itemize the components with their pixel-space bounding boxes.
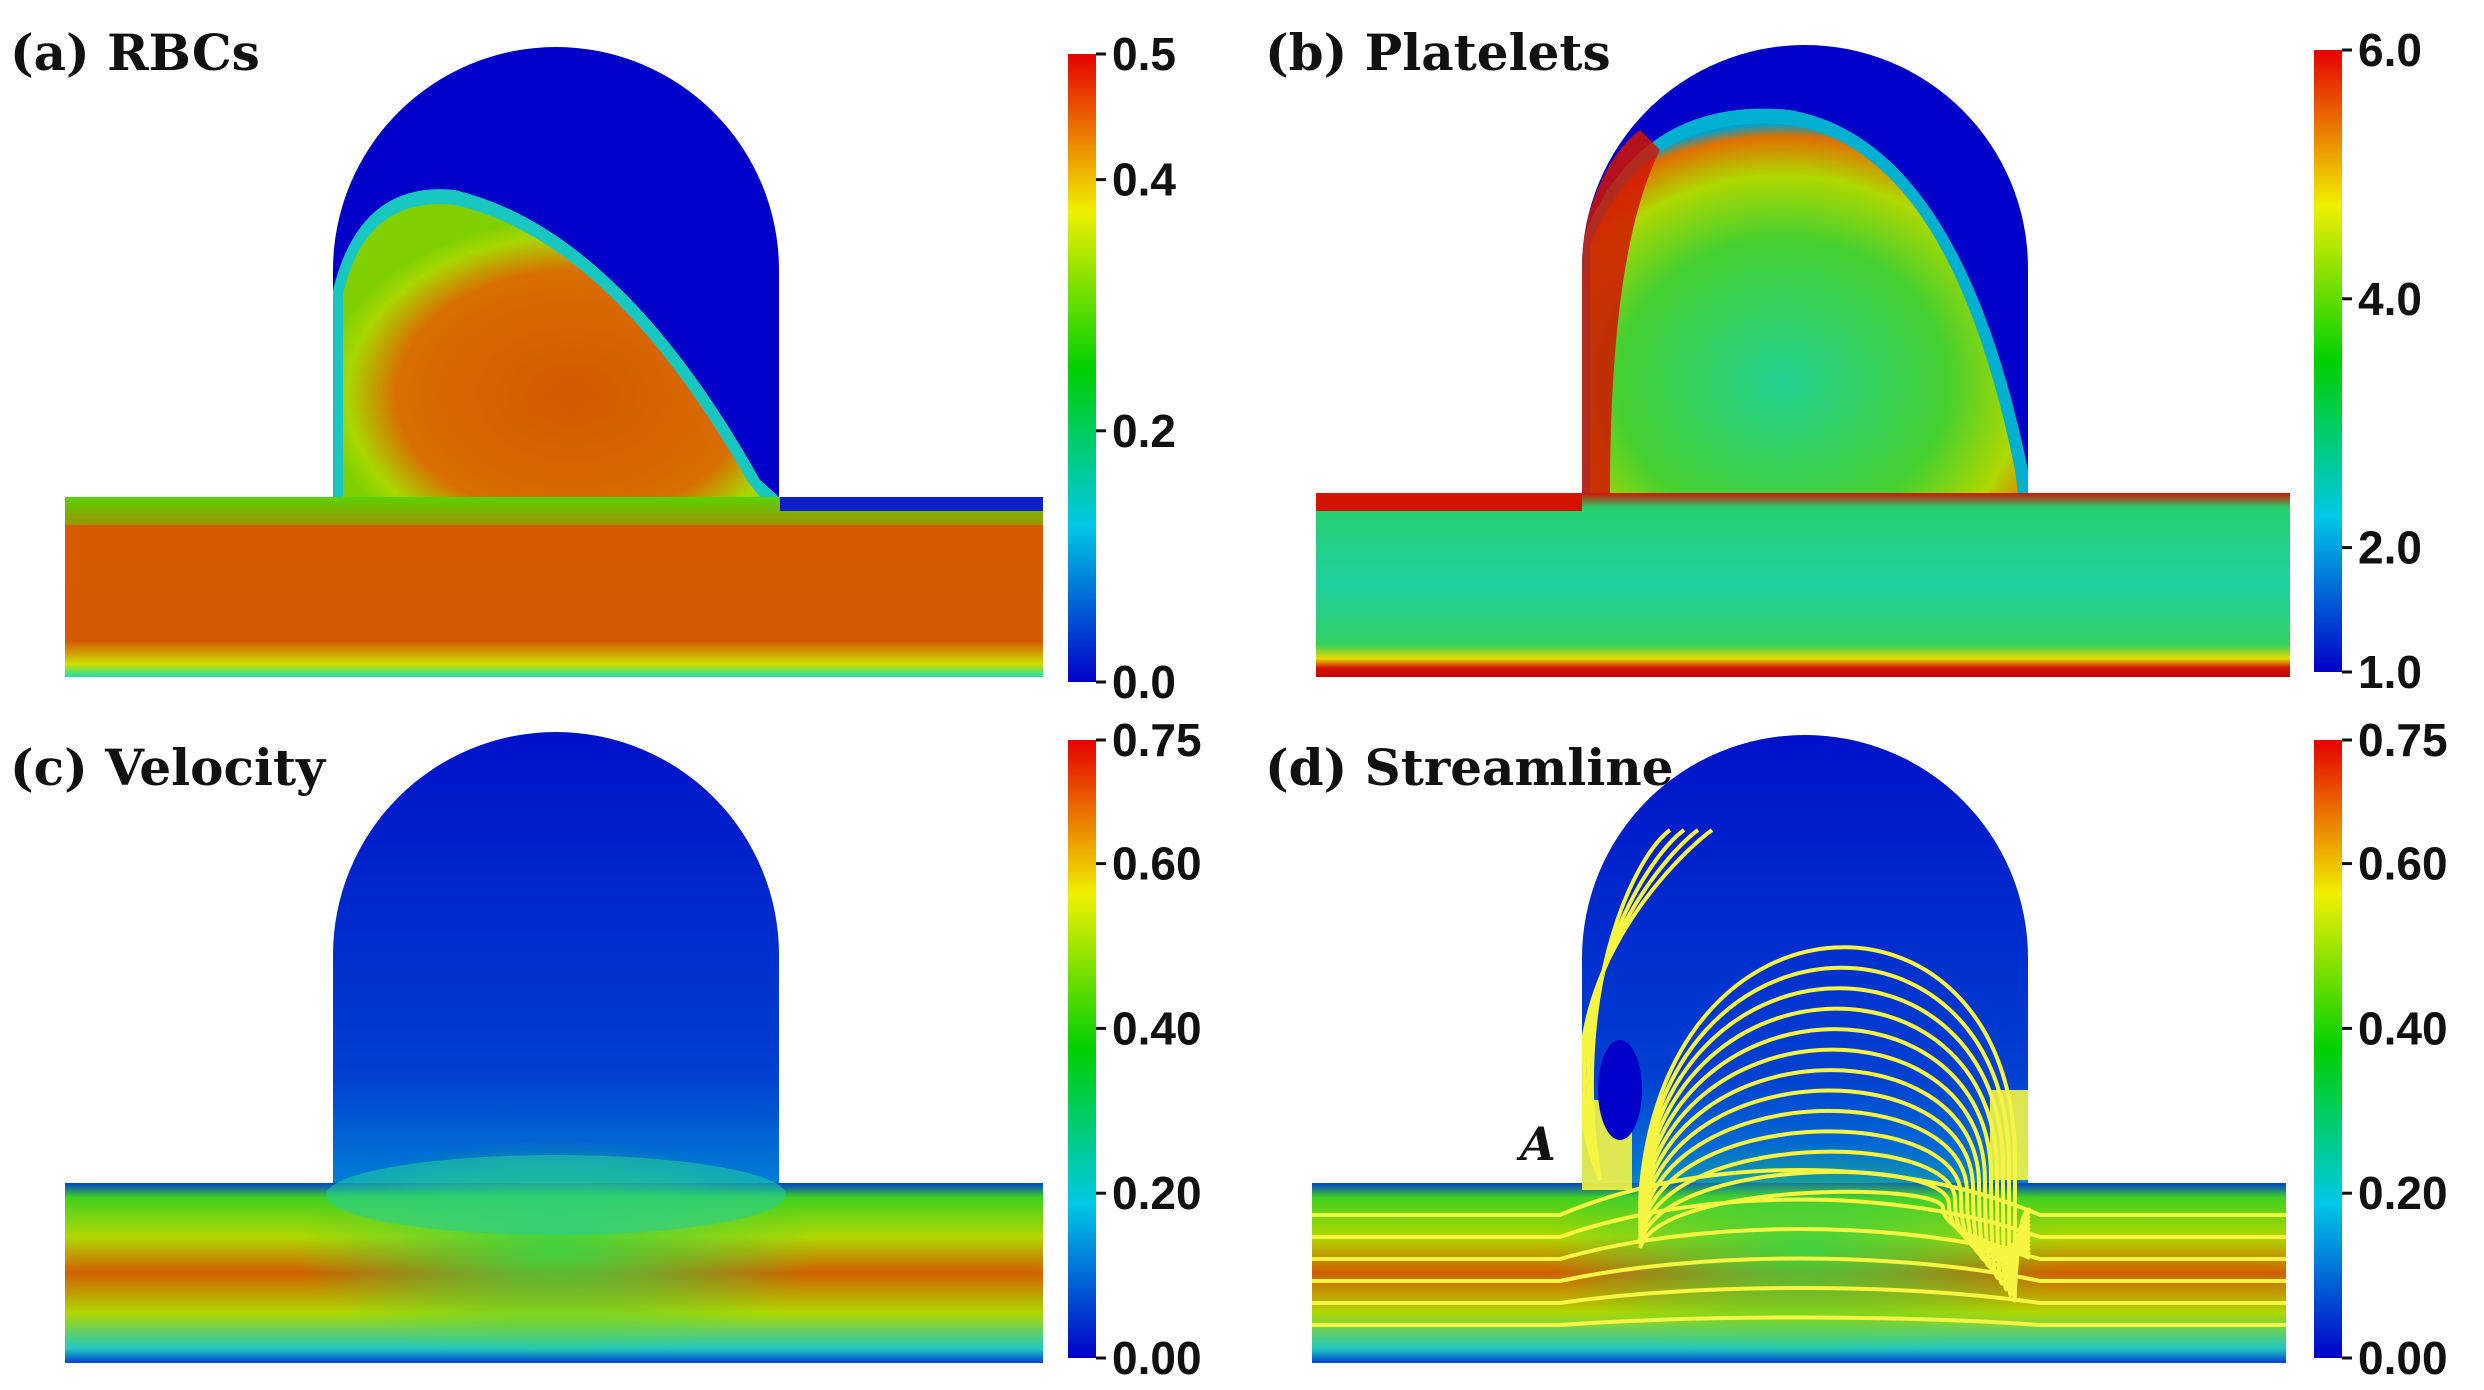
colorbar-tick-label: 0.60	[1112, 838, 1202, 890]
streamline	[1312, 1256, 2286, 1283]
streamlines	[1312, 828, 2286, 1327]
colorbar-tick-label: 0.00	[2358, 1332, 2448, 1384]
panel-a: (a) RBCs 0.0 0.2 0.4 0.5	[10, 23, 1176, 708]
panel-d-colorbar: 0.00 0.20 0.40 0.60 0.75	[2314, 714, 2448, 1384]
panel-c-field	[65, 732, 1043, 1363]
colorbar-tick-label: 0.75	[2358, 714, 2448, 766]
panel-b-field	[1316, 45, 2290, 677]
colorbar-tick-label: 0.75	[1112, 714, 1202, 766]
streamline	[1638, 1068, 2031, 1269]
colorbar-tick-label: 4.0	[2358, 273, 2422, 325]
panel-a-label: (a) RBCs	[10, 23, 260, 82]
colorbar-tick-label: 0.00	[1112, 1332, 1202, 1384]
colorbar-tick-label: 0.20	[2358, 1167, 2448, 1219]
panel-a-colorbar: 0.0 0.2 0.4 0.5	[1068, 28, 1176, 708]
panel-b-colorbar: 1.0 2.0 4.0 6.0	[2314, 24, 2422, 698]
colorbar-tick-label: 6.0	[2358, 24, 2422, 76]
streamline	[1638, 1109, 2031, 1259]
colorbar-tick-label: 0.40	[2358, 1002, 2448, 1054]
streamline	[1638, 1088, 2031, 1264]
streamline	[1638, 1189, 2031, 1260]
colorbar-tick-label: 0.2	[1112, 405, 1176, 457]
colorbar-tick-label: 0.5	[1112, 28, 1176, 80]
colorbar-tick-label: 2.0	[2358, 522, 2422, 574]
streamline	[1638, 1027, 2031, 1280]
streamline	[1638, 1047, 2031, 1275]
panel-b: (b) Platelets 1.0 2.0 4.0 6.0	[1265, 23, 2422, 698]
panel-d-label: (d) Streamline	[1265, 738, 1674, 797]
panel-d-field	[1312, 735, 2286, 1363]
streamline	[1312, 1286, 2286, 1305]
panel-c-label: (c) Velocity	[10, 738, 327, 797]
colorbar-tick-label: 1.0	[2358, 646, 2422, 698]
point-a-annotation: A	[1516, 1117, 1556, 1171]
streamline	[1638, 1129, 2031, 1254]
panel-c: (c) Velocity 0.00 0.20 0.40 0.60 0.75	[10, 714, 1202, 1384]
streamline	[1312, 1197, 2286, 1239]
colorbar-tick-label: 0.20	[1112, 1167, 1202, 1219]
streamline	[1312, 1227, 2286, 1261]
panel-d: (d) Streamline A 0.00 0.20 0.40 0.60 0.75	[1265, 714, 2448, 1384]
colorbar-tick-label: 0.4	[1112, 154, 1176, 206]
panel-c-colorbar: 0.00 0.20 0.40 0.60 0.75	[1068, 714, 1202, 1384]
streamline	[1638, 1006, 2031, 1286]
colorbar-tick-label: 0.40	[1112, 1002, 1202, 1054]
streamline	[1312, 1168, 2286, 1217]
panel-a-field	[65, 47, 1043, 677]
colorbar-tick-label: 0.60	[2358, 838, 2448, 890]
streamline	[1312, 1315, 2286, 1327]
streamline	[1638, 945, 2031, 1303]
panel-b-label: (b) Platelets	[1265, 23, 1611, 82]
colorbar-tick-label: 0.0	[1112, 656, 1176, 708]
